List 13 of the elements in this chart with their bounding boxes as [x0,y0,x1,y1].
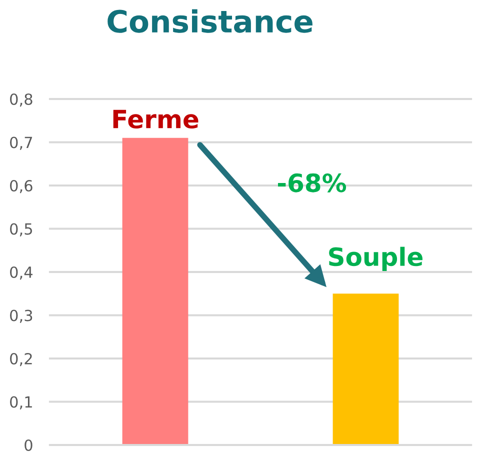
y-tick-label: 0,6 [10,180,32,194]
y-tick-label: 0,1 [10,396,32,410]
series-label: Ferme [113,110,198,129]
y-tick-label: 0,2 [10,352,32,366]
chart-title: Consistance [108,9,312,33]
y-tick-label: 0,4 [10,266,32,280]
y-tick-label: 0 [24,439,32,452]
y-tick-label: 0,7 [10,136,32,150]
series-label: Souple [329,246,422,271]
y-tick-label: 0,8 [10,93,32,107]
y-tick-label: 0,5 [10,223,32,236]
y-tick-label: 0,3 [10,310,32,323]
annotation: -68% [278,173,346,192]
